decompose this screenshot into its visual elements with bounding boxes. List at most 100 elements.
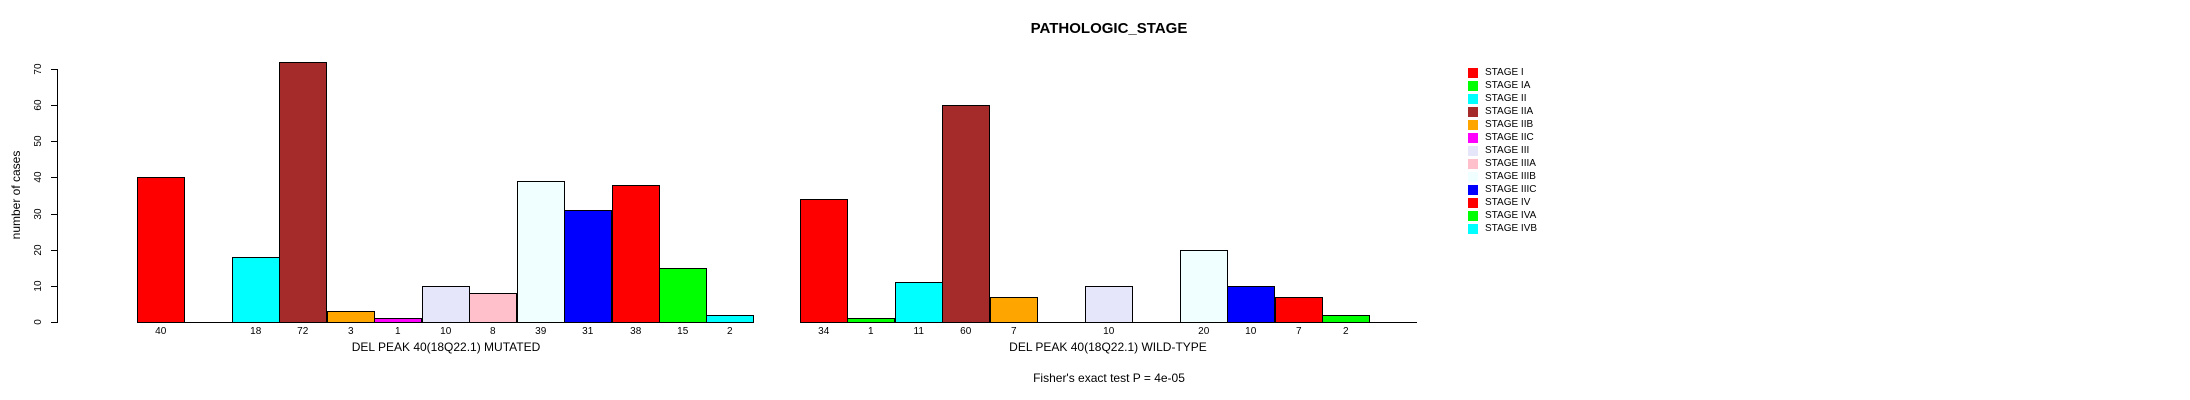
y-tick <box>51 69 57 70</box>
bar-stage-iib <box>990 297 1038 323</box>
bar-stage-iic <box>374 318 422 323</box>
bar-stage-iiib <box>517 181 565 323</box>
y-tick <box>51 105 57 106</box>
legend-swatch <box>1468 119 1478 130</box>
legend-label: STAGE IIIA <box>1485 158 1536 169</box>
bar-stage-iiic <box>1227 286 1275 323</box>
bar-stage-ii <box>232 257 280 323</box>
bar-value-label: 10 <box>1103 326 1115 337</box>
legend-swatch <box>1468 67 1478 78</box>
legend-swatch <box>1468 93 1478 104</box>
legend-label: STAGE I <box>1485 67 1524 78</box>
legend-item: STAGE IV <box>1468 196 1537 209</box>
legend-label: STAGE IIB <box>1485 119 1534 130</box>
bar-stage-iii <box>422 286 470 323</box>
y-tick <box>51 250 57 251</box>
legend-swatch <box>1468 158 1478 169</box>
bar-value-label: 40 <box>155 326 167 337</box>
legend-swatch <box>1468 184 1478 195</box>
legend-item: STAGE IIA <box>1468 105 1537 118</box>
legend: STAGE I STAGE IA STAGE II STAGE IIA STAGE II… <box>1468 66 1537 235</box>
bar-stage-iva <box>1322 315 1370 323</box>
bar-stage-iva <box>659 268 707 323</box>
bar-value-label: 2 <box>1342 326 1349 337</box>
group-xlabel-mutated: DEL PEAK 40(18Q22.1) MUTATED <box>351 340 541 354</box>
legend-label: STAGE IIC <box>1485 132 1534 143</box>
legend-swatch <box>1468 223 1478 234</box>
legend-label: STAGE IV <box>1485 197 1531 208</box>
legend-swatch <box>1468 132 1478 143</box>
legend-swatch <box>1468 171 1478 182</box>
y-tick-label: 20 <box>33 244 44 256</box>
y-axis-line <box>57 69 58 323</box>
zero-bar-line <box>1369 322 1417 323</box>
y-tick <box>51 322 57 323</box>
bar-value-label: 2 <box>726 326 733 337</box>
zero-bar-line <box>1037 322 1085 323</box>
bar-stage-i <box>800 199 848 323</box>
bar-value-label: 39 <box>535 326 547 337</box>
bar-stage-iiib <box>1180 250 1228 323</box>
bar-value-label: 31 <box>582 326 594 337</box>
legend-item: STAGE IIIA <box>1468 157 1537 170</box>
y-tick-label: 10 <box>33 280 44 292</box>
legend-swatch <box>1468 106 1478 117</box>
y-tick-label: 70 <box>33 63 44 75</box>
bar-value-label: 1 <box>867 326 874 337</box>
bar-value-label: 7 <box>1295 326 1302 337</box>
bar-stage-iv <box>1275 297 1323 323</box>
legend-item: STAGE IIB <box>1468 118 1537 131</box>
bar-stage-ivb <box>706 315 754 323</box>
bar-value-label: 1 <box>394 326 401 337</box>
bar-stage-ia <box>847 318 895 323</box>
legend-swatch <box>1468 145 1478 156</box>
y-tick-label: 30 <box>33 208 44 220</box>
bar-stage-iia <box>279 62 327 323</box>
legend-item: STAGE IIIC <box>1468 183 1537 196</box>
legend-label: STAGE IIIC <box>1485 184 1537 195</box>
legend-swatch <box>1468 80 1478 91</box>
bar-stage-iia <box>942 105 990 323</box>
legend-swatch <box>1468 197 1478 208</box>
legend-item: STAGE IIC <box>1468 131 1537 144</box>
bar-value-label: 34 <box>818 326 830 337</box>
legend-item: STAGE II <box>1468 92 1537 105</box>
bar-value-label: 18 <box>250 326 262 337</box>
bar-value-label: 20 <box>1198 326 1210 337</box>
legend-label: STAGE IVB <box>1485 223 1538 234</box>
bar-stage-iib <box>327 311 375 323</box>
legend-label: STAGE IIIB <box>1485 171 1536 182</box>
legend-label: STAGE IVA <box>1485 210 1537 221</box>
legend-item: STAGE IIIB <box>1468 170 1537 183</box>
y-tick-label: 50 <box>33 135 44 147</box>
y-tick <box>51 141 57 142</box>
fisher-test-note: Fisher's exact test P = 4e-05 <box>1033 371 1185 385</box>
legend-label: STAGE II <box>1485 93 1527 104</box>
bar-value-label: 10 <box>440 326 452 337</box>
y-tick-label: 60 <box>33 99 44 111</box>
y-tick-label: 0 <box>33 319 44 325</box>
bar-value-label: 15 <box>677 326 689 337</box>
legend-label: STAGE IIA <box>1485 106 1534 117</box>
bar-value-label: 3 <box>347 326 354 337</box>
bar-value-label: 7 <box>1010 326 1017 337</box>
bar-value-label: 38 <box>630 326 642 337</box>
zero-bar-line <box>1132 322 1180 323</box>
y-axis-label: number of cases <box>9 150 23 240</box>
legend-item: STAGE IA <box>1468 79 1537 92</box>
zero-bar-line <box>184 322 232 323</box>
legend-item: STAGE IVA <box>1468 209 1537 222</box>
legend-item: STAGE IVB <box>1468 222 1537 235</box>
bar-stage-iiic <box>564 210 612 323</box>
legend-label: STAGE IA <box>1485 80 1531 91</box>
legend-swatch <box>1468 210 1478 221</box>
bar-stage-iv <box>612 185 660 323</box>
bar-stage-iii <box>1085 286 1133 323</box>
bar-value-label: 72 <box>297 326 309 337</box>
legend-item: STAGE III <box>1468 144 1537 157</box>
legend-item: STAGE I <box>1468 66 1537 79</box>
chart-title: PATHOLOGIC_STAGE <box>1030 20 1188 37</box>
bar-stage-iiia <box>469 293 517 323</box>
bar-stage-ii <box>895 282 943 323</box>
bar-value-label: 10 <box>1245 326 1257 337</box>
